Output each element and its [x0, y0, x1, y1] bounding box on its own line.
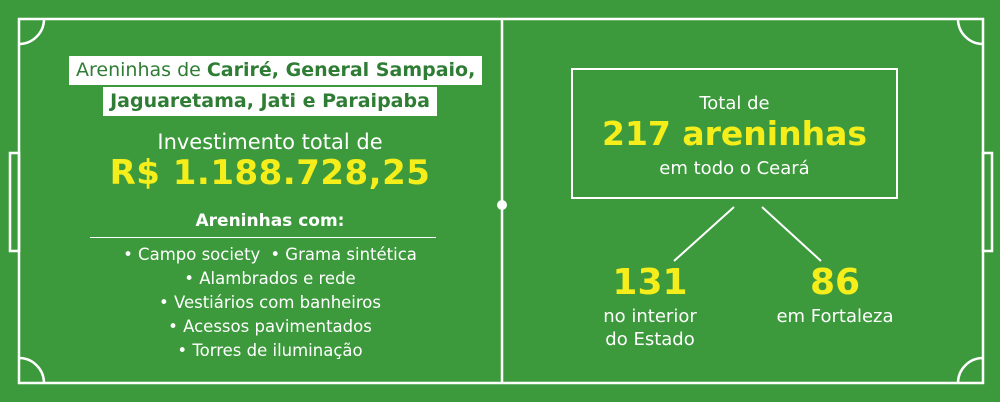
corner-arc-bottom-right — [956, 356, 984, 384]
interior-label-1: no interior — [603, 306, 697, 327]
feature-item: • Grama sintética — [270, 245, 417, 264]
corner-arc-top-right — [956, 18, 984, 46]
total-box — [571, 68, 898, 199]
total-value: 217 areninhas — [602, 114, 867, 153]
feature-item: • Acessos pavimentados — [168, 317, 372, 336]
features-list: • Campo society • Grama sintética • Alamb… — [70, 243, 470, 363]
total-suffix: em todo o Ceará — [659, 158, 810, 179]
investment-value: R$ 1.188.728,25 — [109, 153, 431, 193]
fortaleza-count: 86 — [809, 262, 861, 303]
corner-arc-bottom-left — [18, 356, 46, 384]
feature-item: • Vestiários com banheiros — [158, 293, 382, 312]
center-spot — [497, 200, 507, 210]
features-divider — [90, 237, 436, 238]
connector-left — [673, 206, 735, 262]
corner-arc-top-left — [18, 18, 46, 46]
arena-cities-banner: Areninhas de Cariré, General Sampaio, Ja… — [69, 56, 483, 118]
interior-count: 131 — [612, 262, 688, 303]
features-title: Areninhas com: — [195, 211, 345, 231]
goal-left — [8, 151, 21, 253]
fortaleza-label: em Fortaleza — [776, 306, 894, 327]
banner-cities-1: Cariré, General Sampaio, — [206, 59, 476, 81]
banner-line-1: Areninhas de Cariré, General Sampaio, — [69, 56, 483, 85]
feature-item: • Campo society — [123, 245, 261, 264]
banner-cities-2: Jaguaretama, Jati e Paraipaba — [110, 90, 430, 112]
feature-item: • Torres de iluminação — [177, 341, 363, 360]
connector-right — [761, 206, 822, 262]
goal-right — [981, 151, 994, 253]
feature-item: • Alambrados e rede — [184, 269, 356, 288]
banner-line-2: Jaguaretama, Jati e Paraipaba — [103, 87, 437, 116]
interior-label-2: do Estado — [605, 329, 695, 350]
total-prefix: Total de — [699, 93, 770, 114]
investment-label: Investimento total de — [157, 130, 383, 154]
features-row: • Campo society • Grama sintética — [70, 243, 470, 267]
banner-prefix: Areninhas de — [76, 59, 207, 81]
